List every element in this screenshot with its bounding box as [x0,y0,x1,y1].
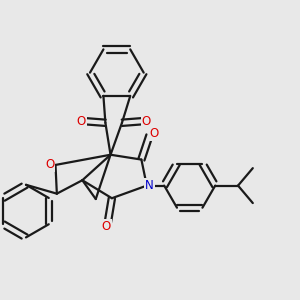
Text: O: O [76,115,86,128]
Text: N: N [145,179,154,192]
Text: O: O [142,115,151,128]
Text: O: O [45,158,54,171]
Text: O: O [149,127,158,140]
Text: O: O [102,220,111,233]
